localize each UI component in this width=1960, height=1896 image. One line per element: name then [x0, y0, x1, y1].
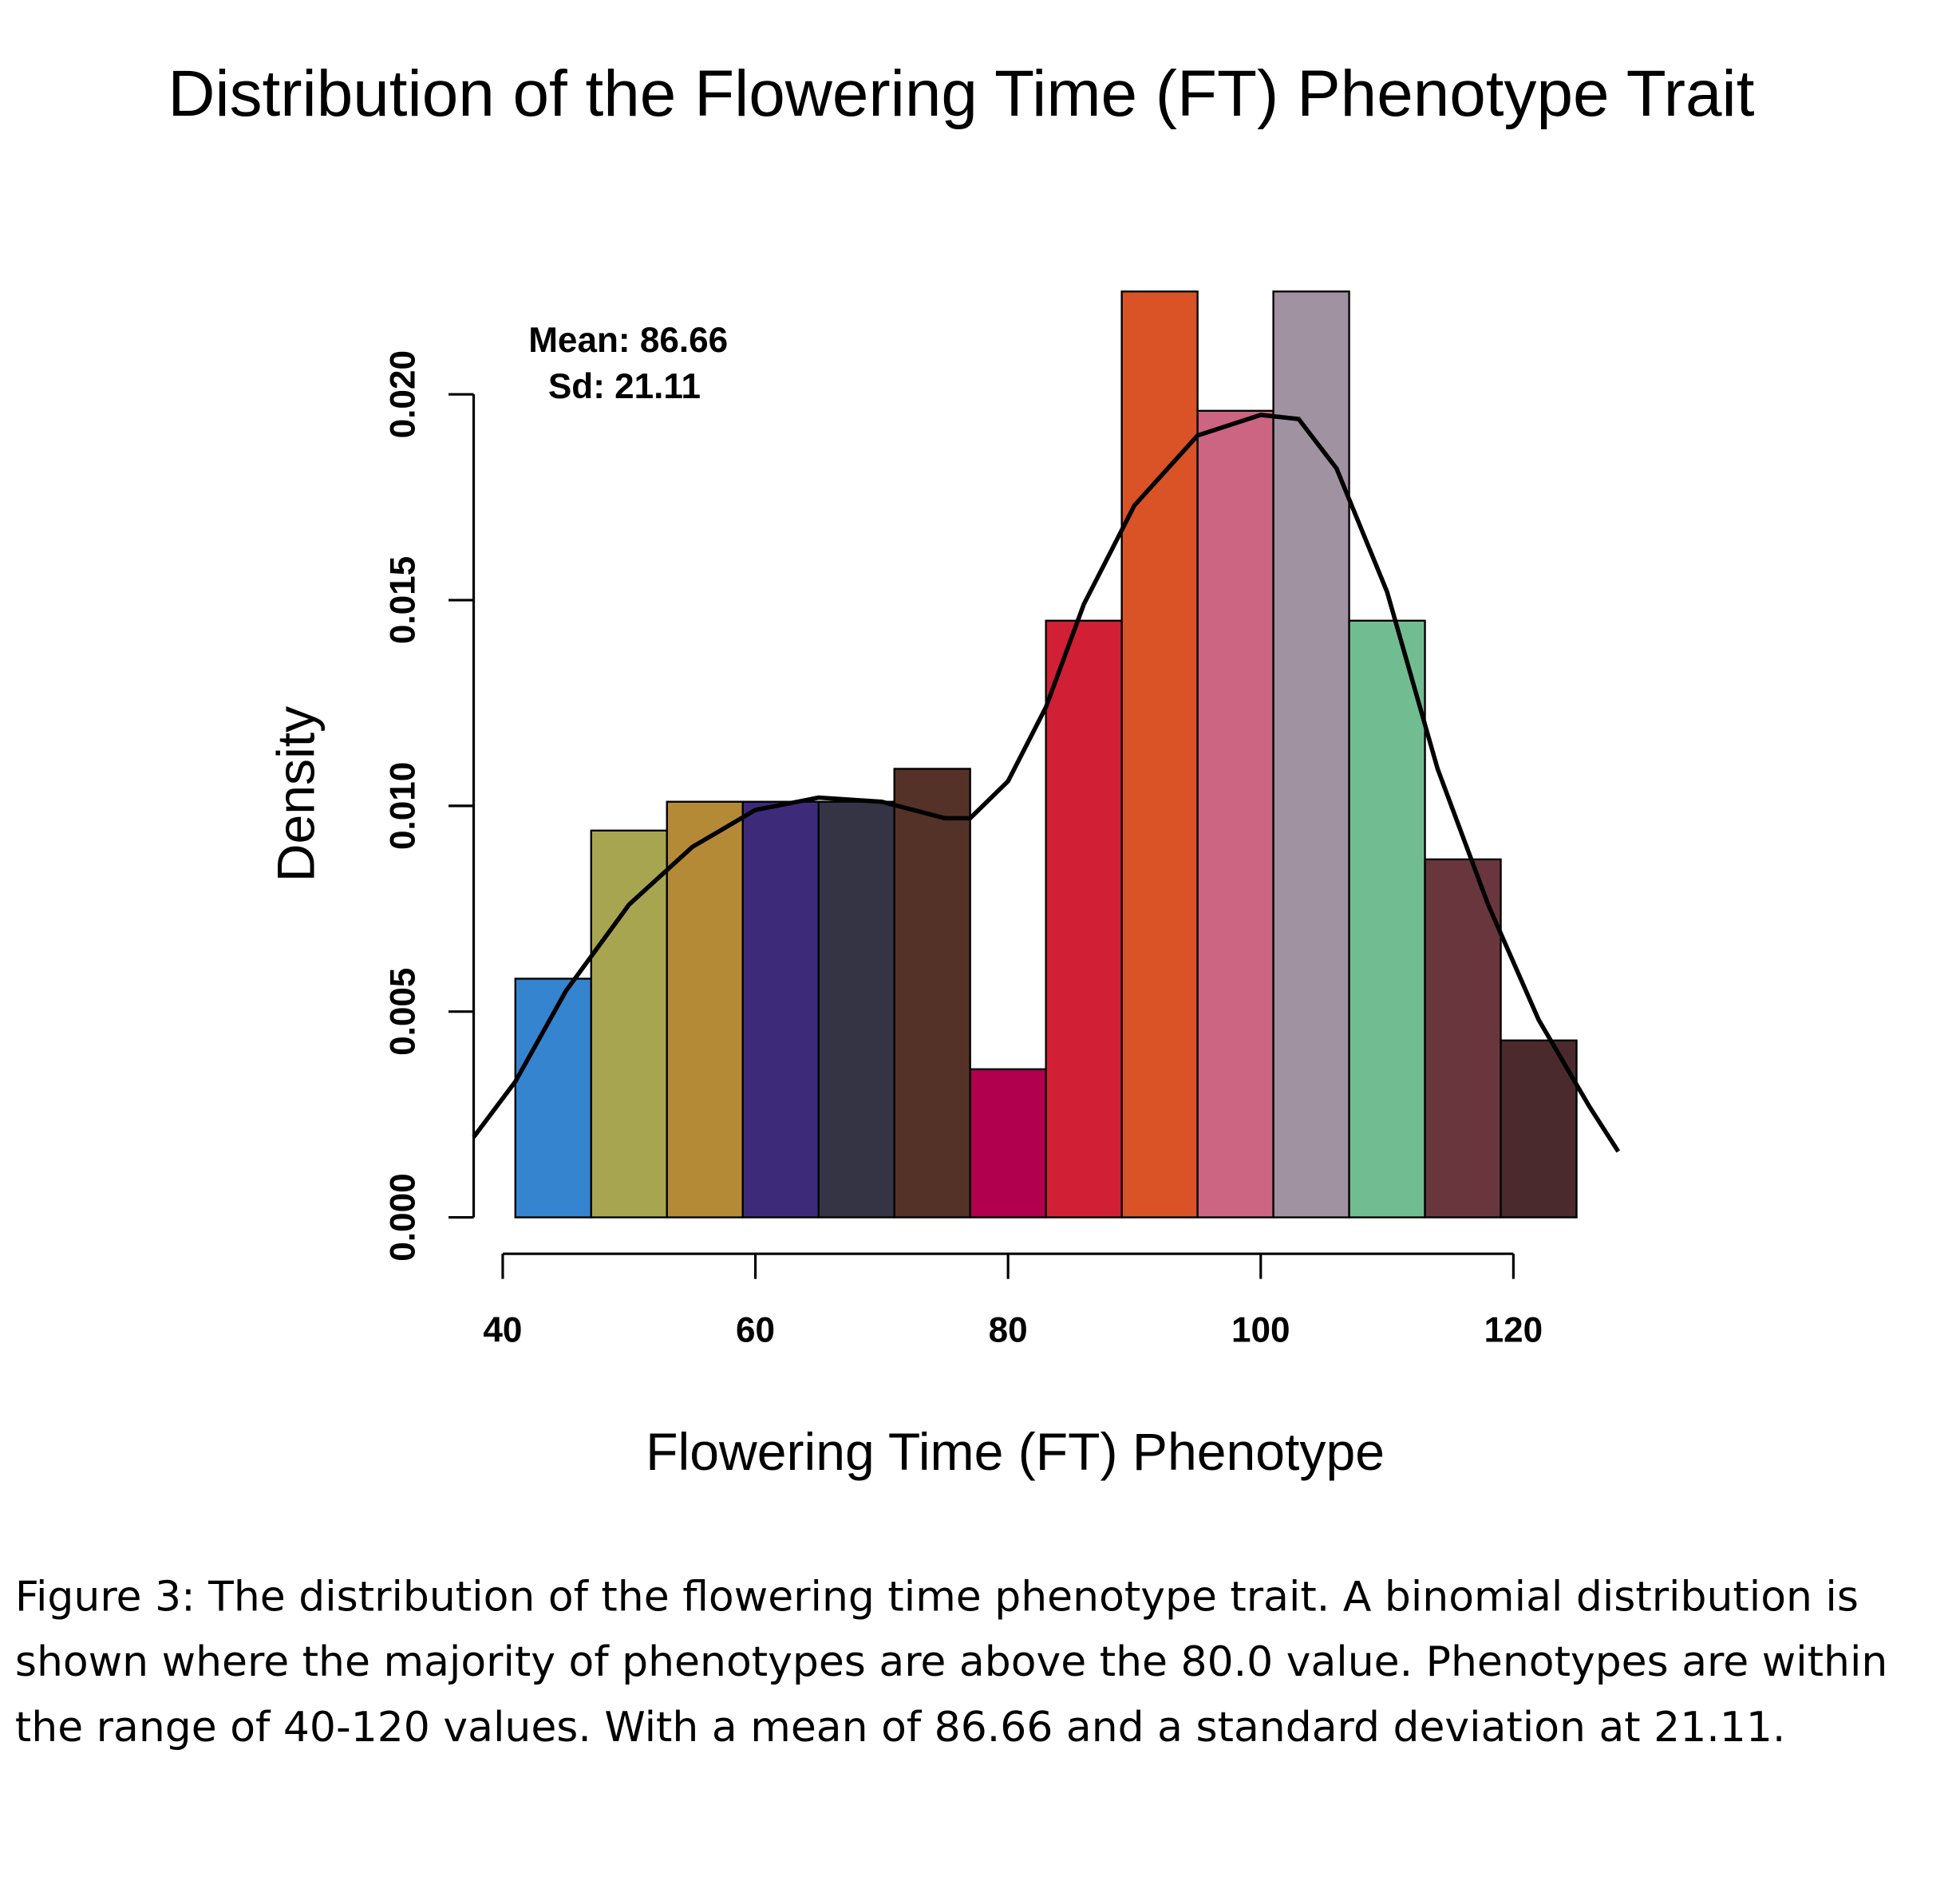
y-tick-label: 0.000 — [384, 1173, 423, 1261]
x-tick-label: 60 — [736, 1310, 775, 1349]
bar — [1348, 619, 1426, 1219]
bar — [514, 978, 592, 1219]
bar — [741, 800, 820, 1219]
bar — [893, 768, 971, 1219]
annotation: Sd: 21.11 — [548, 367, 701, 406]
y-tick-label: 0.015 — [384, 556, 423, 644]
x-tick-label: 120 — [1484, 1310, 1543, 1349]
bar — [1424, 858, 1502, 1219]
chart: Distribution of the Flowering Time (FT) … — [168, 57, 1754, 1482]
x-tick-label: 80 — [989, 1310, 1028, 1349]
x-tick-label: 100 — [1231, 1310, 1290, 1349]
chart-title: Distribution of the Flowering Time (FT) … — [168, 57, 1754, 130]
bar — [1500, 1039, 1578, 1219]
bar — [817, 800, 895, 1219]
bar — [1120, 290, 1199, 1219]
y-tick-label: 0.020 — [384, 350, 423, 438]
x-axis-label: Flowering Time (FT) Phenotype — [646, 1423, 1385, 1482]
y-axis-label: Density — [267, 706, 326, 882]
bar — [1272, 290, 1350, 1219]
bar — [1045, 619, 1123, 1219]
annotation: Mean: 86.66 — [528, 321, 728, 360]
caption: Figure 3: The distribution of the flower… — [14, 1571, 1888, 1752]
density-curve — [472, 413, 1621, 1153]
bar — [1196, 409, 1274, 1219]
y-tick-label: 0.010 — [384, 762, 423, 850]
bar — [969, 1068, 1047, 1219]
y-tick-label: 0.005 — [384, 968, 423, 1056]
bar — [590, 829, 668, 1219]
x-tick-label: 40 — [483, 1310, 522, 1349]
bar — [666, 800, 744, 1219]
